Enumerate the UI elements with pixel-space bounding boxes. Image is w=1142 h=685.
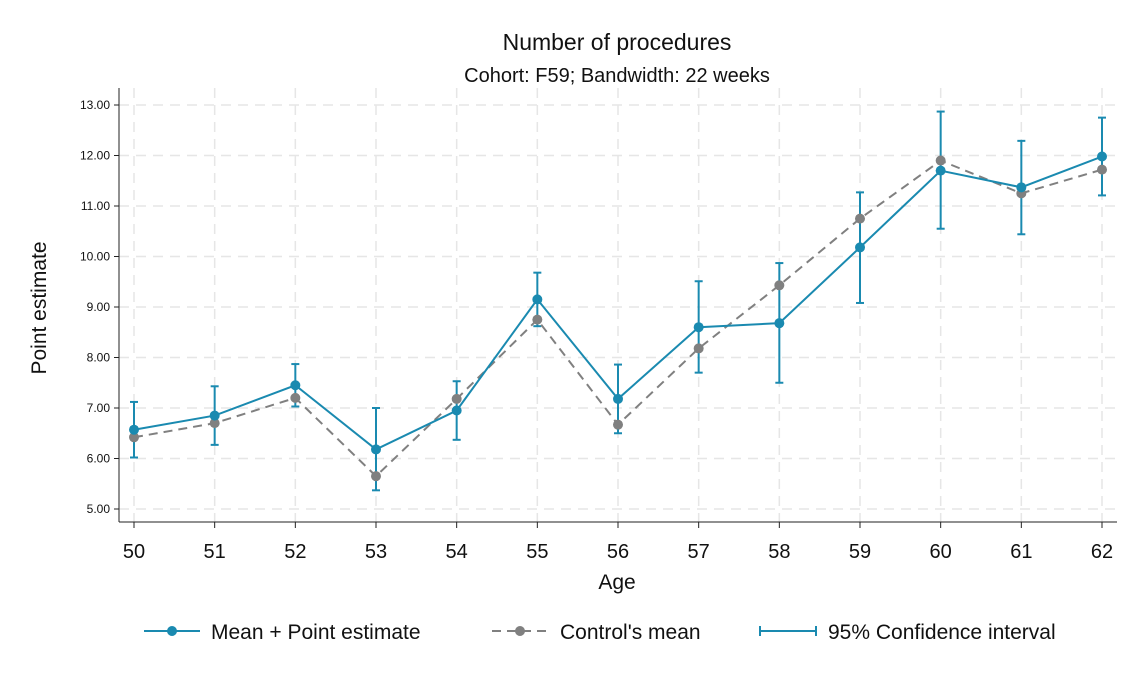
x-ticks: 50 51 52 53 54 55 56 57 58 59 60 61 62 — [123, 522, 1113, 563]
control-point — [693, 343, 704, 354]
legend-control-marker — [515, 626, 525, 636]
y-tick-label: 8.00 — [87, 351, 111, 365]
legend-ci-label: 95% Confidence interval — [828, 621, 1056, 644]
chart-title: Number of procedures — [503, 29, 732, 55]
legend-control-label: Control's mean — [560, 621, 701, 644]
x-tick-label: 52 — [284, 541, 306, 563]
x-tick-label: 59 — [849, 541, 871, 563]
estimate-point — [371, 444, 381, 455]
x-tick-label: 62 — [1091, 541, 1113, 563]
x-tick-label: 53 — [365, 541, 387, 563]
y-tick-label: 11.00 — [81, 199, 110, 213]
estimate-point — [209, 410, 220, 421]
y-tick-label: 12.00 — [80, 149, 110, 163]
chart-subtitle: Cohort: F59; Bandwidth: 22 weeks — [464, 65, 770, 87]
legend-estimate-marker — [167, 626, 177, 636]
grid-lines — [119, 88, 1117, 522]
x-tick-label: 51 — [204, 541, 226, 563]
control-point — [290, 392, 301, 403]
y-tick-label: 10.00 — [80, 250, 110, 264]
legend-item-estimate: Mean + Point estimate — [144, 621, 421, 644]
control-point — [613, 419, 623, 430]
estimate-point — [451, 405, 462, 416]
x-tick-label: 61 — [1010, 541, 1032, 563]
legend-item-control: Control's mean — [492, 621, 701, 644]
control-point — [371, 471, 381, 482]
x-tick-label: 57 — [688, 541, 710, 563]
x-tick-label: 58 — [768, 541, 790, 563]
y-tick-label: 13.00 — [80, 98, 110, 112]
y-tick-label: 9.00 — [87, 300, 111, 314]
legend-estimate-label: Mean + Point estimate — [211, 621, 421, 644]
control-point — [935, 155, 946, 166]
y-axis-title: Point estimate — [28, 241, 51, 374]
estimate-point — [1016, 182, 1027, 193]
estimate-point — [693, 322, 704, 333]
x-tick-label: 50 — [123, 541, 145, 563]
x-tick-label: 56 — [607, 541, 629, 563]
estimate-point — [129, 424, 139, 435]
estimate-point — [290, 380, 301, 391]
x-tick-label: 54 — [446, 541, 468, 563]
estimate-point — [774, 318, 785, 329]
control-point — [532, 314, 543, 325]
estimate-point — [613, 393, 623, 404]
x-tick-label: 60 — [930, 541, 952, 563]
control-point — [774, 280, 785, 291]
y-tick-label: 7.00 — [87, 401, 111, 415]
x-tick-label: 55 — [526, 541, 548, 563]
y-tick-label: 6.00 — [87, 452, 111, 466]
estimate-point — [935, 165, 946, 176]
estimate-point — [855, 242, 865, 253]
axes — [118, 88, 1117, 523]
control-point — [129, 432, 139, 443]
estimate-series — [129, 151, 1107, 455]
legend-item-ci: 95% Confidence interval — [759, 621, 1056, 644]
x-axis-title: Age — [598, 571, 635, 594]
estimate-point — [532, 294, 543, 305]
control-point — [855, 213, 865, 224]
control-point — [1097, 164, 1107, 175]
y-tick-label: 5.00 — [87, 502, 111, 516]
control-point — [209, 418, 220, 429]
control-point — [451, 393, 462, 404]
estimate-point — [1097, 151, 1107, 162]
y-ticks: 5.00 6.00 7.00 8.00 9.00 10.00 11.00 12.00 13.00 — [80, 98, 119, 516]
legend: Mean + Point estimate Control's mean 95%… — [144, 621, 1056, 644]
